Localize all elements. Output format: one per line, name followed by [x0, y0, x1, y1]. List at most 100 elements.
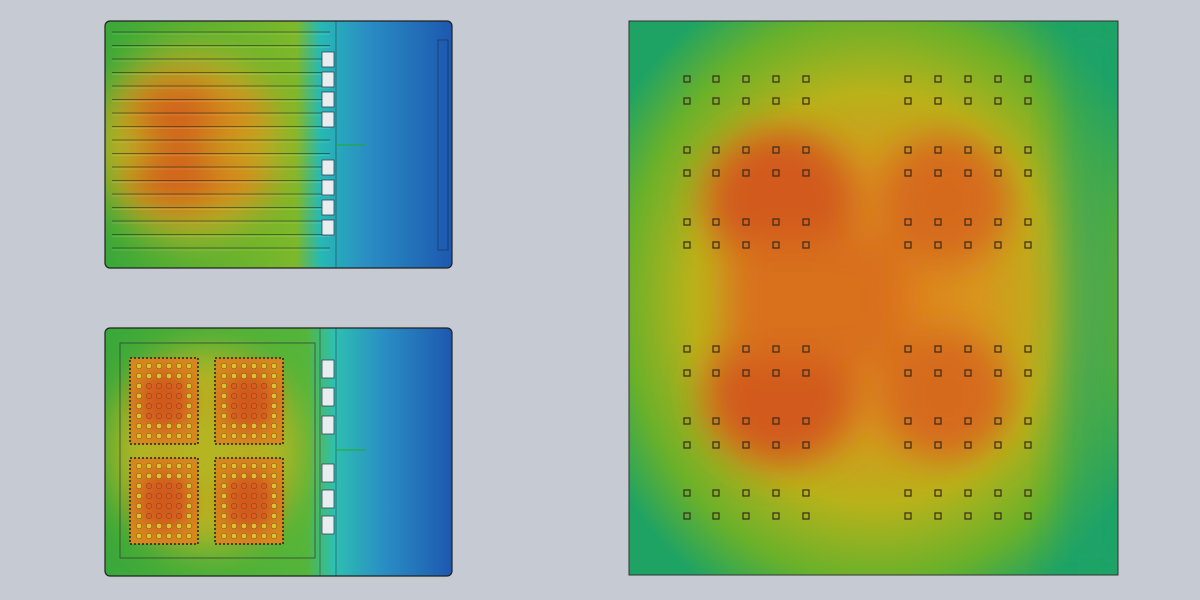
via	[683, 146, 691, 154]
via	[904, 75, 912, 83]
via-grid	[683, 75, 1032, 520]
ball	[220, 512, 228, 520]
via	[742, 218, 750, 226]
via	[683, 169, 691, 177]
ball	[250, 412, 258, 420]
slot	[321, 219, 335, 236]
ball	[155, 372, 163, 380]
ball	[250, 382, 258, 390]
ball	[155, 512, 163, 520]
ball	[230, 382, 238, 390]
via	[802, 489, 810, 497]
ball	[175, 372, 183, 380]
ball	[250, 402, 258, 410]
via	[683, 512, 691, 520]
ball	[175, 492, 183, 500]
ball	[270, 412, 278, 420]
ball	[250, 472, 258, 480]
via	[712, 169, 720, 177]
via	[772, 441, 780, 449]
ball	[185, 372, 193, 380]
via	[964, 146, 972, 154]
ball	[250, 422, 258, 430]
slot	[321, 387, 335, 407]
ball	[175, 402, 183, 410]
via	[802, 345, 810, 353]
slot	[321, 159, 335, 176]
via	[742, 75, 750, 83]
ball	[230, 402, 238, 410]
slot	[321, 51, 335, 68]
ball	[220, 492, 228, 500]
ball	[185, 432, 193, 440]
via	[934, 489, 942, 497]
via	[802, 75, 810, 83]
via	[712, 345, 720, 353]
via	[742, 241, 750, 249]
ball	[260, 432, 268, 440]
ball	[260, 392, 268, 400]
via	[1024, 75, 1032, 83]
ball	[260, 472, 268, 480]
via	[712, 241, 720, 249]
via	[934, 146, 942, 154]
via	[683, 241, 691, 249]
via	[802, 218, 810, 226]
ball	[165, 372, 173, 380]
via	[934, 512, 942, 520]
via	[904, 97, 912, 105]
ball	[220, 392, 228, 400]
ball	[145, 522, 153, 530]
ball	[260, 522, 268, 530]
ball	[175, 502, 183, 510]
via	[772, 146, 780, 154]
ball	[155, 502, 163, 510]
via	[904, 241, 912, 249]
ball	[260, 372, 268, 380]
via	[994, 489, 1002, 497]
via	[802, 441, 810, 449]
ball	[230, 422, 238, 430]
ball	[250, 532, 258, 540]
via	[772, 75, 780, 83]
ball	[145, 462, 153, 470]
via	[934, 218, 942, 226]
via	[994, 512, 1002, 520]
ball	[155, 462, 163, 470]
ball	[155, 482, 163, 490]
ball	[165, 422, 173, 430]
ball	[155, 382, 163, 390]
ball	[260, 402, 268, 410]
via	[772, 241, 780, 249]
via	[683, 417, 691, 425]
ball	[135, 362, 143, 370]
via	[712, 97, 720, 105]
ball	[240, 512, 248, 520]
via	[802, 97, 810, 105]
ball	[155, 522, 163, 530]
ball	[270, 432, 278, 440]
chips	[129, 357, 284, 545]
ball	[135, 502, 143, 510]
ball	[230, 412, 238, 420]
heatmap-border	[628, 20, 1119, 576]
via	[772, 512, 780, 520]
ball	[135, 512, 143, 520]
ball	[260, 482, 268, 490]
via	[742, 345, 750, 353]
via	[1024, 345, 1032, 353]
via	[964, 218, 972, 226]
via	[712, 369, 720, 377]
ball	[135, 402, 143, 410]
ball	[250, 462, 258, 470]
via	[964, 241, 972, 249]
ball	[185, 532, 193, 540]
ball	[155, 392, 163, 400]
via	[742, 97, 750, 105]
ball	[165, 402, 173, 410]
via	[712, 512, 720, 520]
ball	[230, 532, 238, 540]
ball	[185, 422, 193, 430]
ball	[220, 372, 228, 380]
